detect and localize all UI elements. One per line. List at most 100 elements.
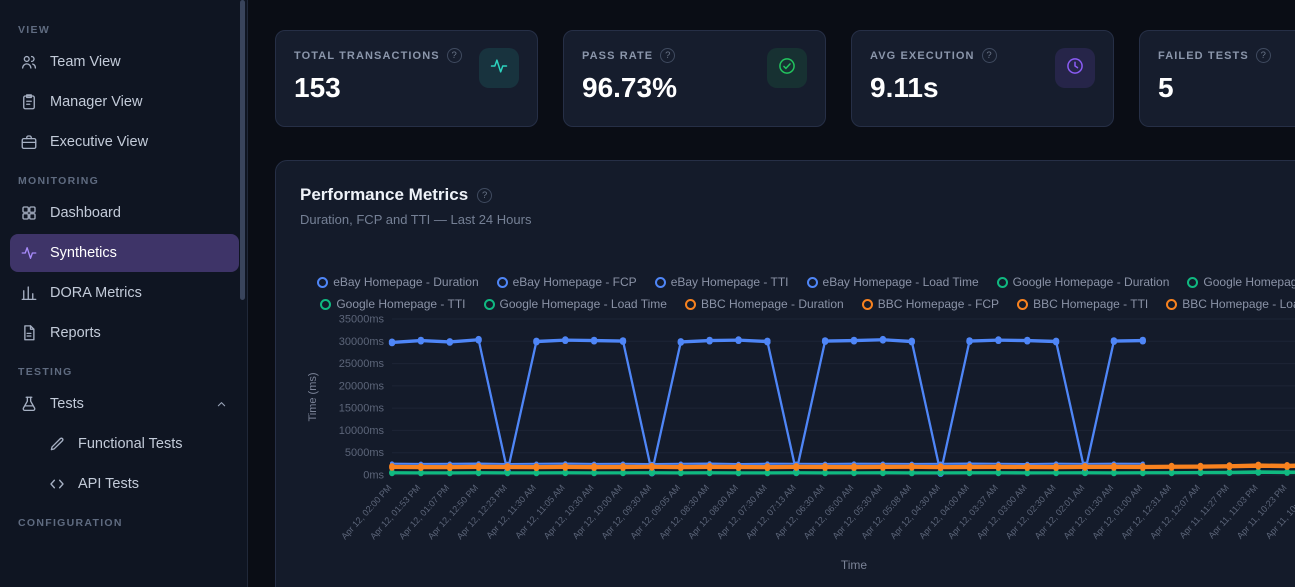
legend-item-bbc-homepage-fcp[interactable]: BBC Homepage - FCP [861,297,1000,311]
legend-marker [996,276,1008,288]
legend-item-ebay-homepage-duration[interactable]: eBay Homepage - Duration [317,275,479,289]
svg-text:Apr 11, 10:23 PM: Apr 11, 10:23 PM [1235,483,1289,541]
legend-label: BBC Homepage - FCP [877,297,1000,311]
legend-label: Google Homepage - TTI [336,297,466,311]
legend-marker [861,298,873,310]
stat-card-body: TOTAL TRANSACTIONS? 153 [294,48,462,109]
legend-item-google-homepage-duration[interactable]: Google Homepage - Duration [996,275,1170,289]
sidebar: VIEW Team View Manager View Executive View M… [0,0,248,587]
help-icon[interactable]: ? [1255,48,1271,63]
sidebar-item-label: Tests [50,396,84,412]
sidebar-section-label-testing: TESTING [18,366,73,378]
legend-marker [1166,298,1178,310]
legend-label: BBC Homepage - Load Time [1182,297,1295,311]
clock-icon-box [1055,48,1095,88]
check-circle-icon [777,56,797,81]
check-circle-icon-box [767,48,807,88]
pencil-icon [48,435,66,453]
stat-card-failed-tests: FAILED TESTS? 5 [1139,30,1295,127]
svg-text:Apr 12, 08:00 AM: Apr 12, 08:00 AM [686,483,740,541]
svg-text:Apr 12, 03:00 AM: Apr 12, 03:00 AM [975,483,1029,541]
legend-item-google-homepage-tti[interactable]: Google Homepage - TTI [320,297,466,311]
sidebar-item-synthetics[interactable]: Synthetics [10,234,239,272]
stat-card-avg-execution: AVG EXECUTION? 9.11s [851,30,1114,127]
svg-text:Apr 12, 06:00 AM: Apr 12, 06:00 AM [802,483,856,541]
stat-card-body: FAILED TESTS? 5 [1158,48,1271,109]
legend-item-ebay-homepage-load-time[interactable]: eBay Homepage - Load Time [806,275,979,289]
clipboard-icon [20,93,38,111]
svg-text:Apr 12, 08:30 AM: Apr 12, 08:30 AM [657,483,711,541]
svg-text:Apr 12, 01:00 AM: Apr 12, 01:00 AM [1090,483,1144,541]
flask-icon [20,395,38,413]
performance-subtitle: Duration, FCP and TTI — Last 24 Hours [300,212,532,227]
legend-label: BBC Homepage - Duration [700,297,844,311]
legend-label: BBC Homepage - TTI [1033,297,1149,311]
svg-text:Apr 12, 05:30 AM: Apr 12, 05:30 AM [830,483,884,541]
sidebar-item-dora-metrics[interactable]: DORA Metrics [10,274,239,312]
sidebar-section-label-configuration: CONFIGURATION [18,517,123,529]
help-icon[interactable]: ? [477,187,493,203]
sidebar-item-reports[interactable]: Reports [10,314,239,352]
svg-text:25000ms: 25000ms [339,358,385,370]
legend-marker [496,276,508,288]
svg-text:Apr 12, 07:13 AM: Apr 12, 07:13 AM [744,483,798,541]
sidebar-item-api-tests[interactable]: API Tests [38,465,239,503]
svg-text:Apr 12, 05:08 AM: Apr 12, 05:08 AM [859,483,913,541]
legend-marker [317,276,329,288]
legend-label: eBay Homepage - Duration [333,275,479,289]
users-icon [20,53,38,71]
legend-marker [483,298,495,310]
svg-text:Apr 12, 01:30 AM: Apr 12, 01:30 AM [1061,483,1115,541]
legend-item-google-homepage-load-time[interactable]: Google Homepage - Load Time [483,297,667,311]
stat-label: PASS RATE [582,49,654,62]
legend-row: eBay Homepage - Duration eBay Homepage - … [317,275,1295,289]
help-icon[interactable]: ? [660,48,676,63]
legend-item-bbc-homepage-tti[interactable]: BBC Homepage - TTI [1017,297,1148,311]
svg-text:Apr 12, 01:07 PM: Apr 12, 01:07 PM [397,483,451,542]
svg-text:Apr 12, 02:00 PM: Apr 12, 02:00 PM [339,483,393,542]
legend-label: Google Homepage - Duration [1012,275,1170,289]
stat-label-row: AVG EXECUTION? [870,48,997,63]
legend-label: eBay Homepage - Load Time [822,275,979,289]
legend-item-ebay-homepage-fcp[interactable]: eBay Homepage - FCP [496,275,637,289]
svg-text:Apr 12, 01:53 PM: Apr 12, 01:53 PM [368,483,422,542]
help-icon[interactable]: ? [446,48,462,63]
clock-icon [1065,56,1085,81]
legend-marker [654,276,666,288]
svg-text:Apr 12, 02:30 AM: Apr 12, 02:30 AM [1004,483,1058,541]
sidebar-section-label-monitoring: MONITORING [18,175,100,187]
svg-text:10000ms: 10000ms [339,425,385,437]
help-icon[interactable]: ? [981,48,997,63]
sidebar-item-manager-view[interactable]: Manager View [10,83,239,121]
sidebar-item-executive-view[interactable]: Executive View [10,123,239,161]
stat-label-row: FAILED TESTS? [1158,48,1271,63]
dashboard-grid-icon [20,204,38,222]
svg-text:Time: Time [841,558,868,572]
chevron-up-icon [214,397,229,412]
svg-text:35000ms: 35000ms [339,314,385,326]
sidebar-section-label-view: VIEW [18,24,51,36]
sidebar-item-label: API Tests [78,476,139,492]
stat-card-pass-rate: PASS RATE? 96.73% [563,30,826,127]
sidebar-item-label: Executive View [50,134,149,150]
performance-title: Performance Metrics [300,185,469,204]
stat-label-row: TOTAL TRANSACTIONS? [294,48,462,63]
sidebar-item-team-view[interactable]: Team View [10,43,239,81]
sidebar-item-dashboard[interactable]: Dashboard [10,194,239,232]
sidebar-scrollbar-thumb[interactable] [240,0,245,300]
performance-title-row: Performance Metrics ? [300,185,1295,205]
sidebar-item-tests[interactable]: Tests [10,385,239,423]
legend-item-ebay-homepage-tti[interactable]: eBay Homepage - TTI [654,275,789,289]
legend-item-google-homepage-fcp[interactable]: Google Homepage - FCP [1187,275,1295,289]
legend-item-bbc-homepage-duration[interactable]: BBC Homepage - Duration [684,297,844,311]
performance-chart: 0ms 5000ms 10000ms 15000ms 20000ms 25000ms 300… [307,314,1295,572]
chart-legend: eBay Homepage - Duration eBay Homepage - … [300,275,1295,311]
stat-label: AVG EXECUTION [870,49,975,62]
stats-row: TOTAL TRANSACTIONS? 153 PASS RATE? 96.73% AV… [275,30,1295,127]
legend-marker [806,276,818,288]
svg-text:Apr 12, 12:23 PM: Apr 12, 12:23 PM [455,483,509,542]
svg-text:Apr 12, 09:30 AM: Apr 12, 09:30 AM [599,483,653,541]
svg-text:Apr 12, 11:05 AM: Apr 12, 11:05 AM [513,483,567,541]
legend-item-bbc-homepage-load-time[interactable]: BBC Homepage - Load Time [1166,297,1295,311]
sidebar-item-functional-tests[interactable]: Functional Tests [38,425,239,463]
